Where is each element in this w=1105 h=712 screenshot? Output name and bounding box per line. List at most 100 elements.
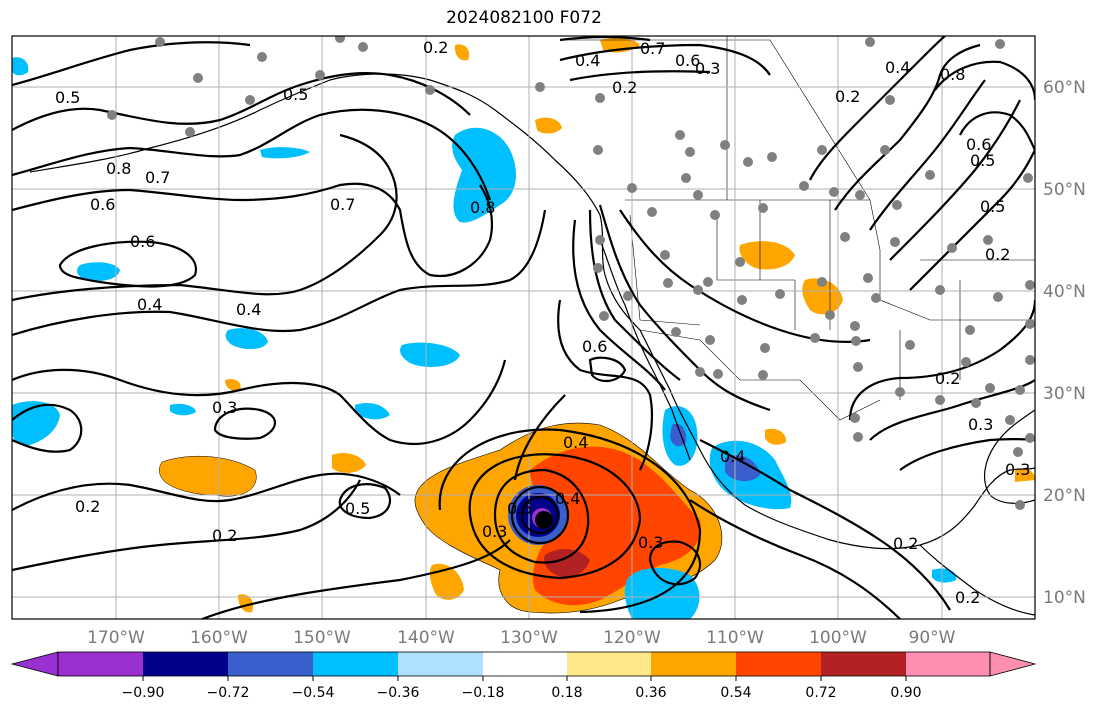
colorbar-bin [651,652,736,676]
lat-label: 60°N [1043,78,1086,98]
colorbar-tick-label: 0.72 [805,685,836,701]
colorbar-tick-label: −0.90 [122,685,165,701]
lon-label: 140°W [397,628,455,648]
contour-label: 0.8 [106,159,131,178]
colorbar-bin [398,652,483,676]
lon-label: 130°W [500,628,558,648]
contour-label: 0.4 [555,489,580,508]
coastlines [29,73,1035,616]
contour-label: 0.3 [212,398,237,417]
colorbar-bin [821,652,906,676]
colorbar-bin [483,652,567,676]
contour-label: 0.3 [1005,460,1030,479]
negative-field-blob-8 [170,403,196,416]
negative-field-blob-5 [260,147,310,159]
contour-label: 0.2 [985,245,1010,264]
negative-field-blob-3 [400,342,460,367]
lat-label: 50°N [1043,180,1086,200]
colorbar-bin [313,652,398,676]
contour-label: 0.8 [940,65,965,84]
lon-label: 120°W [603,628,661,648]
positive-field-blob-10 [454,44,470,61]
contour-label: 0.8 [470,198,495,217]
contour-label: 0.4 [575,51,600,70]
negative-field-gulf-alaska [452,127,516,223]
contour-label: 0.6 [130,232,155,251]
colorbar-tick-label: 0.18 [551,685,582,701]
positive-field-blob-11 [225,379,241,391]
positive-field-blob-6 [332,453,366,473]
colorbar-bin [228,652,313,676]
lat-label: 30°N [1043,384,1086,404]
contour-label: 0.3 [695,59,720,78]
contour-label-group: 0.2 0.7 0.6 0.4 0.3 0.5 0.2 0.5 0.8 0.7 … [55,38,1030,607]
lat-label: 20°N [1043,486,1086,506]
contour-label: 0.2 [835,87,860,106]
storm-center-marker [535,511,553,529]
lon-label: 150°W [293,628,351,648]
negative-field-blob-9 [932,568,957,583]
map-frame [11,35,1036,620]
contour-label: 0.5 [345,499,370,518]
colorbar-tick-label: −0.36 [377,685,420,701]
colorbar-tick-label: 0.36 [635,685,666,701]
contour-label: 0.2 [612,78,637,97]
contour-label: 0.2 [955,588,980,607]
contour-label: 0.6 [90,195,115,214]
positive-field-blob-3 [802,278,843,315]
contour-label: 0.2 [212,526,237,545]
colorbar-bin [58,652,143,676]
contour-label: 0.5 [980,197,1005,216]
contour-label: 0.5 [970,151,995,170]
colorbar-frame [57,651,991,677]
colorbar-low-extension [10,651,59,677]
colorbar-high-extension [989,651,1037,677]
colorbar-tick-label: 0.54 [720,685,751,701]
contour-label: 0.7 [330,195,355,214]
colorbar-tick-label: −0.72 [207,685,250,701]
contour-label: 0.5 [55,88,80,107]
lon-label: 100°W [809,628,867,648]
contour-label: 0.6 [582,337,607,356]
contour-label: 0.7 [145,168,170,187]
colorbar: −0.90 −0.72 −0.54 −0.36 −0.18 0.18 0.36 … [10,651,1037,701]
contour-label: 0.4 [885,58,910,77]
lon-label: 160°W [190,628,248,648]
lon-label: 110°W [706,628,764,648]
negative-field-blob-6 [12,57,29,76]
positive-field-blob-5 [535,117,562,134]
negative-field-blob-1 [77,262,120,282]
longitude-axis: 170°W 160°W 150°W 140°W 130°W 120°W 110°… [87,628,956,648]
contour-label: 0.2 [423,38,448,57]
contour-label: 0.4 [236,300,261,319]
lat-label: 10°N [1043,588,1086,608]
contour-label: 0.3 [638,533,663,552]
contour-label: 0.5 [507,499,532,518]
negative-field-blob-2 [225,328,268,350]
contour-label: 0.6 [966,135,991,154]
positive-field-blob-7 [429,563,464,600]
latitude-axis: 60°N 50°N 40°N 30°N 20°N 10°N [1043,78,1086,608]
station-markers [107,36,1035,510]
contour-label: 0.3 [968,415,993,434]
positive-field-blob-9 [1015,468,1035,482]
colorbar-bin [567,652,651,676]
contour-label: 0.2 [75,497,100,516]
colorbar-bin [143,652,228,676]
contour-label: 0.3 [482,522,507,541]
colorbar-bin [736,652,821,676]
lon-label: 170°W [87,628,145,648]
contour-label: 0.7 [640,39,665,58]
contour-label: 0.5 [283,85,308,104]
contour-label: 0.2 [893,534,918,553]
colorbar-tick-label: 0.90 [890,685,921,701]
negative-field-blob-7 [355,403,390,420]
colorbar-tick-label: −0.18 [462,685,505,701]
lon-label: 90°W [909,628,956,648]
positive-field-blob-12 [238,594,254,613]
positive-field-darkred [544,548,590,577]
contour-label: 0.6 [675,51,700,70]
gridlines [12,36,1035,619]
contour-label: 0.4 [137,295,162,314]
